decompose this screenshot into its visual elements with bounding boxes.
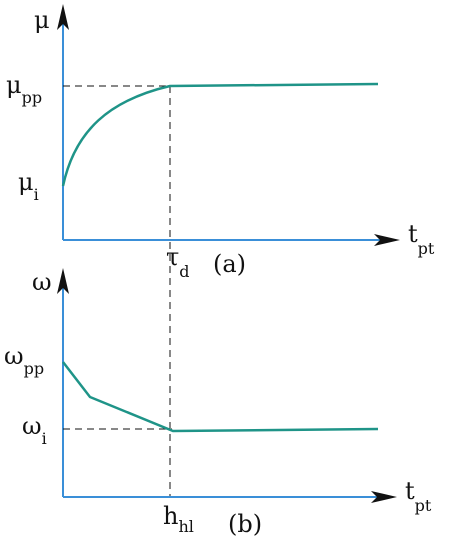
symbol: h — [163, 502, 178, 530]
level-label: μpp — [6, 71, 42, 107]
level-label: μi — [18, 168, 39, 204]
panel-label: (b) — [228, 510, 262, 538]
subscript: d — [179, 262, 189, 281]
arrow-head — [57, 4, 69, 30]
x-axis-label: tpt — [408, 220, 435, 258]
symbol: μ — [34, 6, 50, 34]
marker-label: τd — [166, 243, 190, 281]
subscript: i — [42, 429, 47, 448]
level-label: ωpp — [4, 342, 44, 378]
symbol: t — [408, 220, 418, 248]
arrow-head — [57, 268, 69, 294]
y-axis-label: ω — [32, 268, 52, 296]
marker-label: hhl — [163, 502, 194, 536]
subscript: pp — [24, 359, 44, 378]
subscript: i — [34, 185, 39, 204]
x-axis-label: tpt — [405, 477, 432, 515]
subscript: pp — [22, 88, 42, 107]
symbol: μ — [18, 168, 34, 196]
arrow-head — [371, 491, 397, 503]
subscript: pt — [418, 239, 435, 258]
subscript: hl — [178, 517, 193, 536]
subscript: pt — [415, 496, 432, 515]
level-label: ωi — [22, 412, 47, 448]
curve — [61, 82, 379, 187]
symbol: ω — [22, 412, 42, 440]
panel-label: (a) — [213, 250, 246, 278]
arrow-head — [374, 234, 400, 246]
symbol: t — [405, 477, 415, 505]
y-axis-label: μ — [34, 6, 50, 34]
symbol: τ — [166, 243, 179, 271]
symbol: μ — [6, 71, 22, 99]
curve — [62, 361, 379, 433]
symbol: ω — [4, 342, 24, 370]
symbol: ω — [32, 268, 52, 296]
